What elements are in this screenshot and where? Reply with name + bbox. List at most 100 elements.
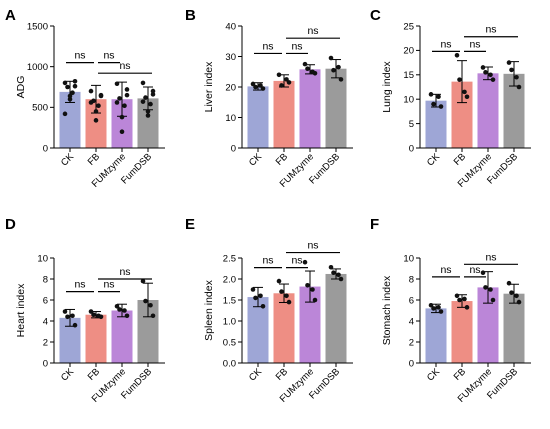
- y-axis-label: Spleen index: [203, 279, 215, 340]
- data-point: [436, 94, 441, 100]
- data-point: [438, 309, 444, 314]
- significance-label: ns: [119, 60, 130, 72]
- data-point: [509, 290, 514, 295]
- bar-fumzyme: [477, 73, 499, 148]
- data-point: [454, 52, 460, 58]
- bar-fumzyme: [299, 69, 321, 148]
- data-point: [336, 64, 341, 70]
- data-point: [150, 313, 156, 319]
- y-tick-label: 8: [43, 274, 48, 285]
- y-tick-label: 10: [403, 95, 414, 106]
- data-point: [62, 80, 68, 86]
- data-point: [62, 309, 68, 314]
- data-point: [516, 84, 522, 90]
- data-point: [276, 72, 282, 78]
- data-point: [454, 293, 460, 299]
- data-point: [250, 287, 256, 292]
- significance-label: ns: [469, 264, 480, 276]
- data-point: [150, 88, 156, 94]
- y-tick-label: 0: [43, 143, 48, 154]
- y-axis-label: Heart index: [15, 283, 27, 337]
- y-tick-label: 10: [37, 253, 48, 264]
- data-point: [514, 293, 519, 299]
- y-tick-label: 40: [225, 21, 236, 32]
- bar-ck: [59, 317, 81, 363]
- data-point: [258, 83, 263, 88]
- x-tick-label: CK: [59, 366, 77, 384]
- y-tick-label: 0.0: [223, 358, 236, 369]
- data-point: [506, 280, 512, 286]
- x-tick-label: FB: [452, 366, 468, 382]
- bar-ck: [59, 91, 81, 148]
- bar-fumzyme: [111, 99, 133, 148]
- data-point: [305, 283, 310, 288]
- y-tick-label: 1.5: [223, 295, 236, 306]
- y-tick-label: 2: [409, 337, 414, 348]
- y-tick-label: 6: [409, 295, 414, 306]
- data-point: [67, 96, 73, 102]
- data-point: [119, 114, 125, 120]
- y-tick-label: 0: [409, 358, 414, 369]
- bar-fb: [273, 80, 295, 148]
- data-point: [514, 74, 519, 80]
- data-point: [70, 90, 75, 95]
- significance-label: ns: [440, 38, 451, 50]
- data-point: [140, 278, 146, 284]
- y-tick-label: 20: [225, 82, 236, 93]
- data-point: [260, 86, 266, 91]
- data-point: [140, 99, 146, 104]
- data-point: [114, 81, 120, 87]
- data-point: [260, 304, 266, 309]
- data-point: [70, 313, 75, 319]
- data-point: [124, 92, 130, 98]
- significance-label: ns: [307, 25, 318, 37]
- y-tick-label: 4: [409, 316, 414, 327]
- data-point: [506, 60, 512, 65]
- data-point: [124, 313, 130, 319]
- significance-label: ns: [262, 255, 273, 267]
- data-point: [88, 88, 94, 94]
- data-point: [67, 93, 73, 99]
- data-point: [331, 67, 336, 73]
- data-point: [145, 113, 151, 118]
- bar-fb: [273, 293, 295, 363]
- significance-label: ns: [119, 266, 130, 278]
- y-tick-label: 6: [43, 295, 48, 306]
- significance-label: ns: [469, 38, 480, 50]
- y-axis-label: Stomach index: [381, 275, 393, 345]
- data-point: [65, 314, 70, 320]
- bar-fb: [85, 314, 107, 363]
- significance-label: ns: [485, 251, 496, 263]
- data-point: [462, 296, 467, 302]
- data-point: [286, 299, 292, 305]
- y-tick-label: 30: [225, 52, 236, 63]
- data-point: [150, 92, 156, 97]
- significance-label: ns: [291, 255, 302, 267]
- x-tick-label: FB: [86, 151, 102, 167]
- bar-fumdsb: [325, 68, 347, 148]
- bar-fumdsb: [137, 98, 159, 148]
- data-point: [490, 77, 496, 82]
- data-point: [72, 322, 78, 328]
- data-point: [117, 307, 122, 312]
- data-point: [253, 295, 258, 301]
- y-tick-label: 2: [43, 337, 48, 348]
- y-tick-label: 10: [403, 253, 414, 264]
- bar-fumdsb: [503, 293, 525, 363]
- data-point: [483, 70, 488, 75]
- data-point: [148, 302, 153, 308]
- data-point: [253, 84, 258, 90]
- y-tick-label: 0: [43, 358, 48, 369]
- bar-ck: [247, 297, 269, 363]
- data-point: [462, 89, 467, 95]
- data-point: [279, 289, 284, 294]
- x-tick-label: FB: [274, 366, 290, 382]
- data-point: [93, 109, 99, 114]
- x-tick-label: CK: [425, 366, 443, 384]
- data-point: [88, 100, 94, 105]
- data-point: [62, 111, 68, 117]
- data-point: [310, 287, 315, 292]
